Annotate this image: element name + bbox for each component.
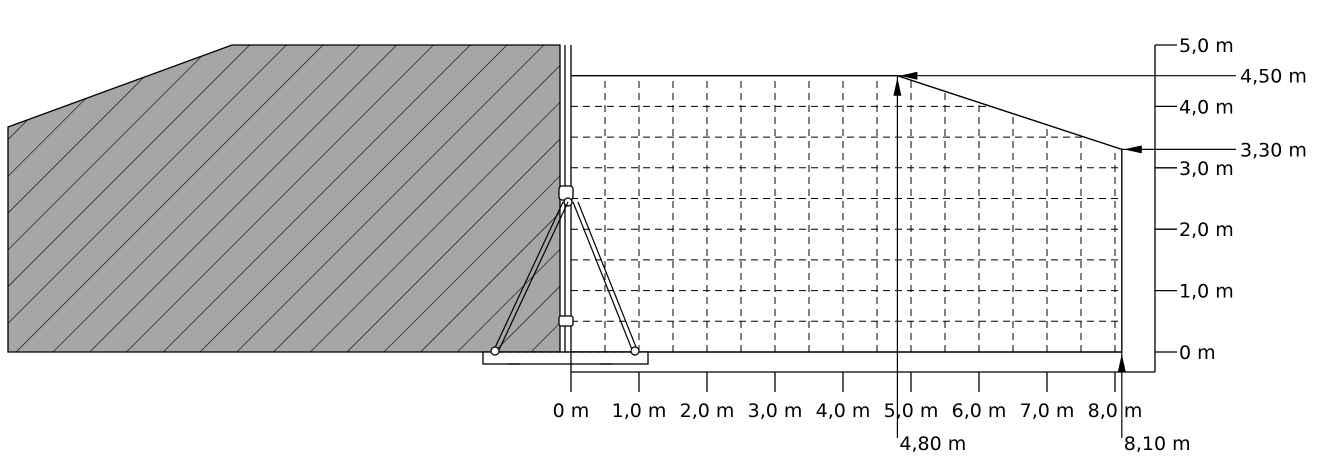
vertical-tick-label: 3,0 m xyxy=(1179,158,1234,180)
horizontal-tick-label: 6,0 m xyxy=(952,400,1007,422)
crane-mast xyxy=(558,45,574,352)
distance-marker-arrow xyxy=(893,77,902,96)
horizontal-tick-label: 2,0 m xyxy=(680,400,735,422)
horizontal-tick-label: 8,0 m xyxy=(1088,400,1143,422)
vertical-tick-label: 2,0 m xyxy=(1179,219,1234,241)
horizontal-tick-label: 5,0 m xyxy=(884,400,939,422)
envelope-boundary xyxy=(571,74,1123,352)
hatched-wall xyxy=(7,44,561,353)
distance-marker-arrow xyxy=(1117,354,1126,372)
horizontal-tick-label: 0 m xyxy=(553,400,590,422)
horizontal-tick-label: 4,0 m xyxy=(816,400,871,422)
distance-marker-label: 4,80 m xyxy=(899,433,966,455)
vertical-tick-label: 1,0 m xyxy=(1179,281,1234,303)
vertical-tick-label: 5,0 m xyxy=(1179,35,1234,57)
vertical-scale: 0 m 1,0 m 2,0 m 3,0 m 4,0 m 5,0 m xyxy=(1154,35,1234,372)
dimension-markers: 4,50 m 3,30 m 4,80 m 8,10 m xyxy=(893,66,1307,455)
height-marker-label: 3,30 m xyxy=(1240,139,1307,161)
vertical-tick-label: 0 m xyxy=(1179,342,1216,364)
crane-base xyxy=(482,351,649,365)
height-marker-arrow xyxy=(1123,145,1142,154)
horizontal-tick-label: 1,0 m xyxy=(612,400,667,422)
outrigger-struts xyxy=(490,201,640,356)
horizontal-tick-label: 3,0 m xyxy=(748,400,803,422)
dashed-grid xyxy=(571,75,1122,352)
load-envelope-outline xyxy=(571,74,1123,353)
height-marker-arrow xyxy=(899,71,918,80)
horizontal-tick-label: 7,0 m xyxy=(1020,400,1075,422)
height-marker-label: 4,50 m xyxy=(1240,66,1307,88)
vertical-tick-label: 4,0 m xyxy=(1179,96,1234,118)
distance-marker-label: 8,10 m xyxy=(1124,433,1191,455)
